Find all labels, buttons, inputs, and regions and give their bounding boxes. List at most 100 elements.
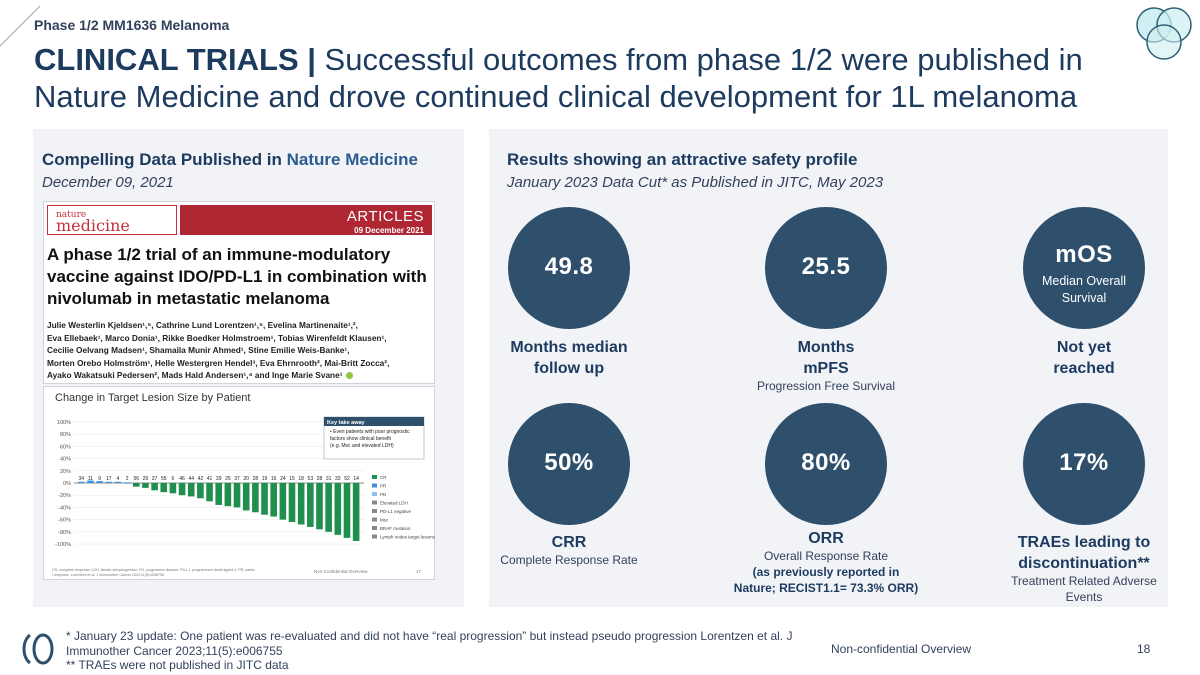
key-takeaway-text: • Even patients with poor prognostic (330, 429, 410, 435)
legend-label: Elevated LDH (380, 501, 408, 506)
author-line: Ayako Wakatsuki Pedersen², Mads Hald And… (47, 369, 432, 382)
stat-value: 80% (801, 449, 851, 476)
chart-title: Change in Target Lesion Size by Patient (55, 392, 251, 404)
author-line: Julie Westerlin Kjeldsen¹,⁵, Cathrine Lu… (47, 319, 432, 332)
waterfall-bar (187, 483, 195, 497)
stat-subcaption-traes: Treatment Related Adverse Events (993, 573, 1175, 605)
stat-circle-mos: mOS Median Overall Survival (1023, 207, 1145, 329)
chart-footnote: CR, complete response; LDH, lactate dehy… (52, 568, 254, 572)
article-date: 09 December 2021 (354, 226, 424, 235)
waterfall-bar (352, 483, 360, 541)
y-tick-label: -80% (58, 530, 71, 536)
y-tick-label: 100% (57, 420, 71, 426)
chart-footer-page: 17 (416, 569, 422, 574)
note-line: Nature; RECIST1.1= 73.3% ORR) (733, 581, 919, 595)
y-tick-label: 60% (60, 444, 71, 450)
article-section-bar: ARTICLES 09 December 2021 (180, 205, 432, 235)
bar-top-label: 37 (234, 476, 240, 482)
bar-top-label: 33 (335, 476, 341, 482)
author-line-text: Julie Westerlin Kjeldsen¹,⁵, Cathrine Lu… (47, 320, 358, 330)
waterfall-bar (87, 480, 94, 483)
y-tick-label: 20% (60, 469, 71, 475)
waterfall-bar (151, 483, 158, 491)
legend-label: PR (380, 484, 387, 489)
orcid-icon (345, 372, 353, 380)
stat-circle-crr: 50% (508, 403, 630, 525)
waterfall-bar (96, 481, 103, 483)
y-tick-label: -100% (55, 542, 71, 548)
stat-value: 17% (1059, 449, 1109, 476)
bar-top-label: 15 (289, 476, 295, 482)
stat-circle-orr: 80% (765, 403, 887, 525)
stat-subcaption-mpfs: Progression Free Survival (756, 379, 896, 393)
bar-top-label: 37 (152, 476, 158, 482)
stat-caption-crr: CRR (551, 534, 587, 551)
stat-circle-traes: 17% (1023, 403, 1145, 525)
bar-top-label: 2 (126, 476, 129, 482)
waterfall-bar (169, 483, 177, 494)
author-line-text: Eva Ellebaek¹, Marco Donia¹, Rikke Boedk… (47, 332, 387, 343)
bar-top-label: 14 (353, 476, 359, 482)
caption-line: Not yet (1056, 339, 1112, 356)
waterfall-bar (224, 483, 232, 507)
bar-top-label: 17 (106, 476, 112, 482)
legend-swatch (372, 500, 377, 505)
bar-top-label: 18 (298, 476, 304, 482)
waterfall-bar (307, 483, 314, 527)
legend-label: BRAF mutation (380, 526, 411, 531)
legend-swatch (372, 517, 377, 522)
waterfall-bar (114, 481, 122, 483)
y-tick-label: -60% (58, 518, 71, 524)
waterfall-bar (334, 483, 342, 535)
article-header: nature medicine ARTICLES 09 December 202… (44, 202, 434, 238)
journal-logo-bottom: medicine (56, 216, 130, 235)
key-takeaway-text: factors show clinical benefit (330, 436, 391, 442)
article-section: ARTICLES (346, 208, 424, 225)
bar-top-label: 29 (143, 476, 149, 482)
footnotes: * January 23 update: One patient was re-… (66, 629, 796, 673)
legend-label: Lymph nodes target lesions (380, 535, 436, 540)
waterfall-bar (270, 483, 277, 517)
legend-swatch (372, 509, 377, 513)
stat-inner-label: Survival (1061, 291, 1107, 305)
caption-line: discontinuation** (1018, 555, 1150, 572)
bar-top-label: 46 (179, 476, 185, 482)
legend-swatch (372, 483, 377, 488)
legend-swatch (372, 534, 377, 539)
bar-top-label: 56 (133, 476, 139, 482)
waterfall-bar (78, 481, 85, 483)
stat-caption-orr: ORR (808, 530, 844, 547)
waterfall-chart-box: Change in Target Lesion Size by Patient … (43, 386, 436, 580)
key-takeaway-header (324, 417, 424, 426)
bar-top-label: 53 (308, 476, 314, 482)
legend-label: Msc (380, 518, 389, 523)
waterfall-bar (132, 483, 140, 487)
page-number: 18 (1137, 642, 1151, 656)
journal-logo-top: nature (56, 210, 87, 220)
page-title: CLINICAL TRIALS | Successful outcomes fr… (34, 41, 1154, 115)
legend-swatch (372, 526, 377, 530)
y-tick-label: -20% (58, 493, 71, 499)
waterfall-bar (242, 483, 250, 511)
article-authors: Julie Westerlin Kjeldsen¹,⁵, Cathrine Lu… (47, 319, 432, 382)
waterfall-bar (288, 483, 296, 523)
section-label: Phase 1/2 MM1636 Melanoma (34, 17, 230, 33)
stat-circle-mpfs: 25.5 (765, 207, 887, 329)
stat-value: 49.8 (544, 253, 594, 280)
waterfall-bar (215, 483, 223, 505)
left-panel-heading: Compelling Data Published in Nature Medi… (42, 150, 418, 170)
key-takeaway-title: Key take away (327, 420, 366, 426)
footer-center-text: Non-confidential Overview (831, 642, 972, 656)
waterfall-chart: 100% 80% 60% 40% 20% 0% -20% -40% -60% -80% -100% 3… (52, 416, 436, 577)
author-line-text: Cecilie Oelvang Madsen¹, Shamaila Munir … (47, 345, 350, 355)
footnote-2: ** TRAEs were not published in JITC data (66, 658, 289, 672)
bar-top-label: 28 (317, 476, 323, 482)
chart-footnote: l response. Lorentzen et al. J Immunothe… (52, 573, 164, 577)
title-rest: Successful outcomes from phase 1/2 were … (34, 42, 1083, 114)
y-tick-label: -40% (58, 505, 71, 511)
waterfall-bar (105, 481, 113, 483)
y-tick-label: 40% (60, 457, 71, 463)
legend-label: CR (380, 475, 387, 480)
right-panel-heading: Results showing an attractive safety pro… (507, 150, 858, 169)
bar-top-label: 4 (117, 476, 120, 482)
